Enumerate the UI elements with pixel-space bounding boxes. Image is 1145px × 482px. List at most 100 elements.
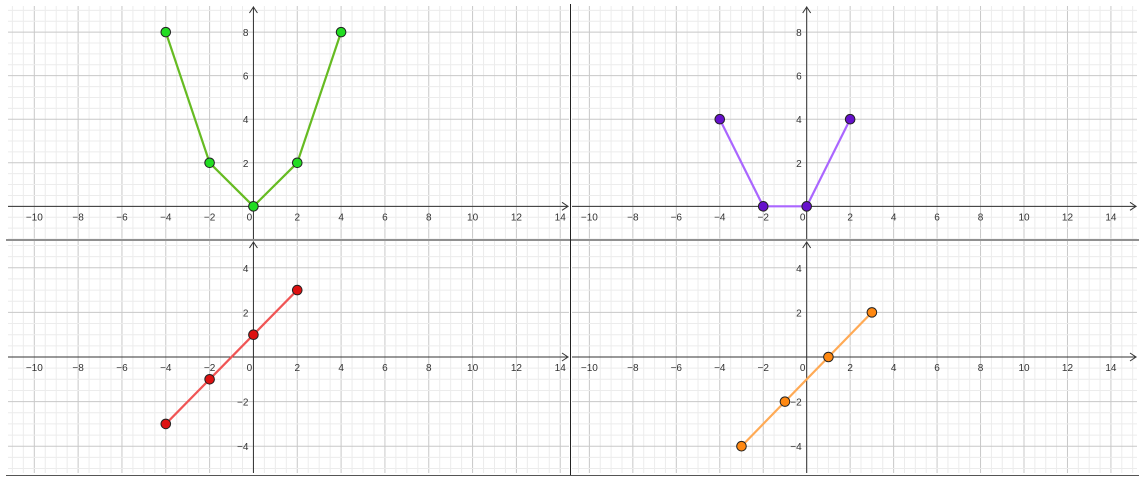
x-tick-label: 8 <box>426 363 432 374</box>
series-line <box>718 118 852 208</box>
x-tick-label: 10 <box>1018 212 1030 223</box>
x-tick-label: 14 <box>555 212 567 223</box>
x-tick-label: 12 <box>511 212 523 223</box>
y-axis-arrow <box>249 6 258 14</box>
series-line <box>740 311 873 447</box>
x-tick-label: 14 <box>1105 363 1117 374</box>
x-tick-label: 6 <box>934 212 940 223</box>
x-tick-label: −6 <box>671 363 683 374</box>
y-tick-label: −4 <box>237 442 249 453</box>
x-tick-label: 12 <box>1062 212 1074 223</box>
y-tick-label: 2 <box>243 308 249 319</box>
y-axis-arrow <box>802 6 812 14</box>
chart-panel-bottom-right: −10 −8 −6 −4 −2 0 2 4 6 8 10 12 14 −4 −2 2 4 <box>572 241 1137 473</box>
data-point <box>866 307 878 318</box>
x-tick-label: 0 <box>247 363 253 374</box>
x-tick-label: 4 <box>338 212 344 223</box>
x-tick-label: −2 <box>204 212 216 223</box>
x-tick-label: 0 <box>800 212 806 223</box>
x-tick-label: 6 <box>382 363 388 374</box>
y-tick-label: 8 <box>796 28 802 39</box>
y-tick-label: 6 <box>243 72 249 83</box>
x-tick-label: 8 <box>978 212 984 223</box>
data-point <box>736 440 747 452</box>
y-tick-label: 2 <box>796 159 802 170</box>
x-tick-label: 6 <box>382 212 388 223</box>
x-tick-label: −4 <box>714 363 726 374</box>
x-tick-label: 12 <box>511 363 523 374</box>
x-tick-label: 4 <box>891 212 897 223</box>
y-tick-label: −2 <box>237 398 249 409</box>
x-tick-label: 12 <box>1062 363 1074 374</box>
x-tick-label: −10 <box>581 212 598 223</box>
grid-top-right <box>572 6 1137 239</box>
x-axis-arrow <box>1129 352 1137 362</box>
y-tick-label: 6 <box>796 72 802 83</box>
x-tick-label: −10 <box>26 363 43 374</box>
x-tick-label: −4 <box>160 363 172 374</box>
x-tick-label: 2 <box>847 212 853 223</box>
y-tick-label: 2 <box>243 159 249 170</box>
x-tick-label: 10 <box>467 212 479 223</box>
x-tick-label: 0 <box>800 363 806 374</box>
x-tick-label: 0 <box>247 212 253 223</box>
x-tick-label: 14 <box>1105 212 1117 223</box>
x-tick-label: 4 <box>338 363 344 374</box>
x-axis-arrow <box>1129 201 1137 211</box>
y-axis-arrow <box>802 241 812 249</box>
x-tick-label: −6 <box>671 212 683 223</box>
y-tick-label: 4 <box>243 115 249 126</box>
x-tick-label: 8 <box>978 363 984 374</box>
y-tick-label: 8 <box>243 28 249 39</box>
y-tick-label: −4 <box>790 442 802 453</box>
x-tick-label: 8 <box>426 212 432 223</box>
data-point <box>823 351 834 363</box>
x-tick-label: 6 <box>934 363 940 374</box>
data-point <box>204 374 215 385</box>
y-tick-label: 4 <box>796 115 802 126</box>
x-tick-label: −10 <box>26 212 43 223</box>
x-tick-label: −2 <box>758 363 770 374</box>
data-point <box>335 26 347 38</box>
x-tick-label: 4 <box>891 363 897 374</box>
x-tick-label: 2 <box>294 363 300 374</box>
x-axis-arrow <box>561 201 569 211</box>
x-tick-label: −6 <box>116 363 128 374</box>
x-tick-label: −2 <box>758 212 770 223</box>
x-tick-label: 2 <box>847 363 853 374</box>
data-point <box>844 113 856 125</box>
x-axis-arrow <box>561 352 569 362</box>
x-tick-label: 10 <box>467 363 479 374</box>
data-point <box>714 113 726 125</box>
x-tick-label: 10 <box>1018 363 1030 374</box>
x-tick-label: −6 <box>116 212 128 223</box>
x-tick-label: −8 <box>72 212 84 223</box>
data-point <box>248 201 259 212</box>
x-tick-label: 2 <box>294 212 300 223</box>
x-tick-label: −8 <box>72 363 84 374</box>
x-tick-label: −8 <box>627 212 639 223</box>
y-tick-label: 2 <box>796 308 802 319</box>
y-tick-label: 4 <box>796 264 802 275</box>
data-point <box>757 201 769 212</box>
data-point <box>204 157 215 169</box>
chart-panel-bottom-left: −10 −8 −6 −4 −2 0 2 4 6 8 10 12 14 −4 −2 2 4 <box>8 241 569 473</box>
y-tick-label: 4 <box>243 264 249 275</box>
grid-top-left <box>8 6 569 239</box>
x-tick-label: −2 <box>204 363 216 374</box>
chart-panel-top-right: −10 −8 −6 −4 −2 0 2 4 6 8 10 12 14 2 4 6 8 <box>572 6 1137 239</box>
data-point <box>291 284 303 296</box>
data-point <box>779 396 791 407</box>
y-tick-label: −2 <box>790 398 802 409</box>
series-line <box>164 289 299 425</box>
data-point <box>801 201 812 212</box>
x-tick-label: 14 <box>555 363 567 374</box>
x-tick-label: −10 <box>581 363 598 374</box>
chart-panel-top-left: −10 −8 −6 −4 −2 0 2 4 6 8 10 12 14 2 4 6 8 <box>8 6 569 239</box>
data-point <box>248 329 259 340</box>
data-point <box>291 157 303 169</box>
x-tick-label: −8 <box>627 363 639 374</box>
x-tick-label: −4 <box>714 212 726 223</box>
data-point <box>160 418 172 430</box>
